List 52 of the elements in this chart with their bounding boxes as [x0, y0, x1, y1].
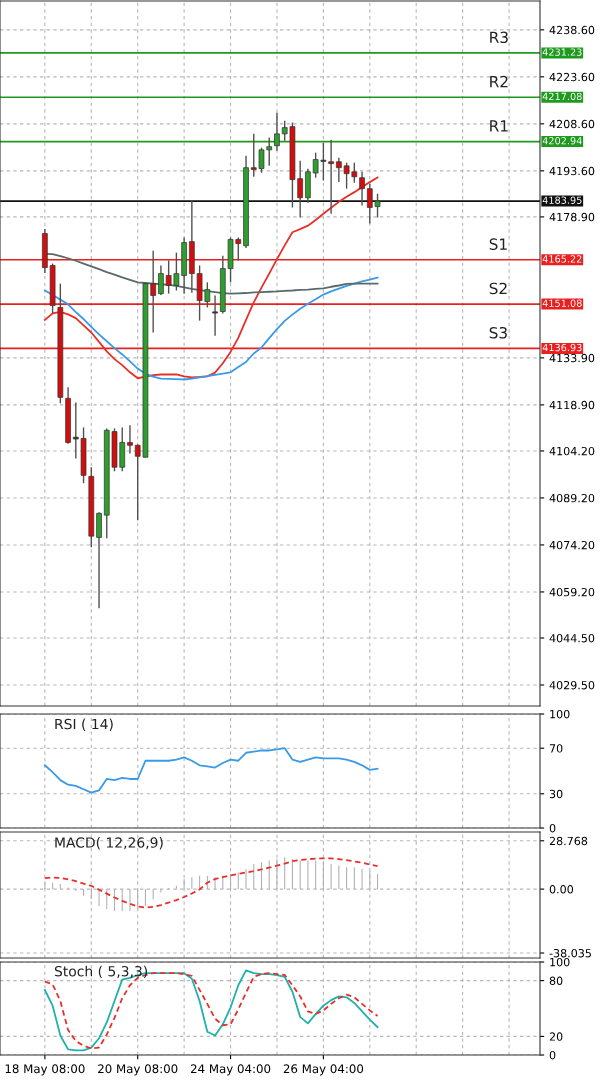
y-tick-label: 4118.90: [549, 400, 595, 410]
x-tick-label: 20 May 08:00: [98, 1064, 178, 1076]
ref-line-label: 4165.22: [542, 255, 582, 263]
y-tick-label: 4178.90: [549, 212, 595, 222]
y-tick-label: 4193.60: [549, 166, 595, 176]
ref-line-label: 4202.94: [542, 137, 582, 145]
chart-title: MACD( 12,26,9): [55, 837, 163, 850]
y-tick-label: 4029.50: [549, 680, 595, 690]
candlestick: [359, 171, 365, 207]
candlestick: [158, 264, 164, 296]
chart-title: RSI ( 14): [55, 718, 113, 731]
y-tick-label: 70: [549, 744, 563, 753]
y-tick-label: -38.035: [549, 948, 591, 958]
line-series: [43, 857, 379, 909]
y-tick-label: 0.00: [549, 885, 574, 894]
y-tick-label: 4089.20: [549, 493, 595, 503]
y-tick-label: 4074.20: [549, 540, 595, 550]
annotation: S3: [489, 326, 507, 339]
line-series: [43, 176, 379, 380]
y-tick-label: 4104.20: [549, 446, 595, 456]
ref-line-label: 4136.93: [542, 343, 582, 352]
ref-line-label: 4151.08: [542, 299, 582, 307]
x-tick-label: 26 May 04:00: [283, 1064, 364, 1076]
y-tick-label: 100: [550, 957, 570, 967]
y-tick-label: 4059.20: [549, 587, 595, 597]
annotation: R2: [490, 75, 508, 88]
chart-title: Stoch ( 5,3,3): [54, 965, 148, 979]
candlestick: [212, 294, 218, 337]
y-tick-label: 4044.50: [549, 633, 595, 643]
y-tick-label: 4208.60: [549, 119, 595, 129]
y-tick-label: 100: [550, 709, 570, 719]
line-series: [43, 747, 379, 794]
annotation: R3: [490, 31, 508, 44]
line-series: [43, 276, 379, 381]
y-tick-label: 20: [549, 1032, 563, 1041]
y-tick-label: 0: [549, 1050, 556, 1060]
y-tick-label: 28.768: [549, 836, 588, 846]
ref-line-label: 4183.95: [542, 196, 582, 204]
y-tick-label: 4223.60: [549, 72, 595, 82]
y-tick-label: 4133.90: [549, 353, 595, 363]
y-tick-label: 4238.60: [549, 25, 595, 35]
x-tick-label: 24 May 04:00: [190, 1064, 271, 1076]
annotation: S2: [489, 282, 507, 295]
y-tick-label: 0: [549, 823, 556, 833]
annotation: S1: [489, 238, 507, 250]
y-tick-label: 30: [549, 789, 563, 799]
ref-line-label: 4217.08: [542, 92, 582, 101]
annotation: R1: [490, 120, 508, 132]
ref-line-label: 4231.23: [542, 48, 582, 56]
x-tick-label: 18 May 08:00: [5, 1064, 85, 1076]
y-tick-label: 80: [549, 976, 563, 985]
candlestick: [127, 424, 133, 455]
